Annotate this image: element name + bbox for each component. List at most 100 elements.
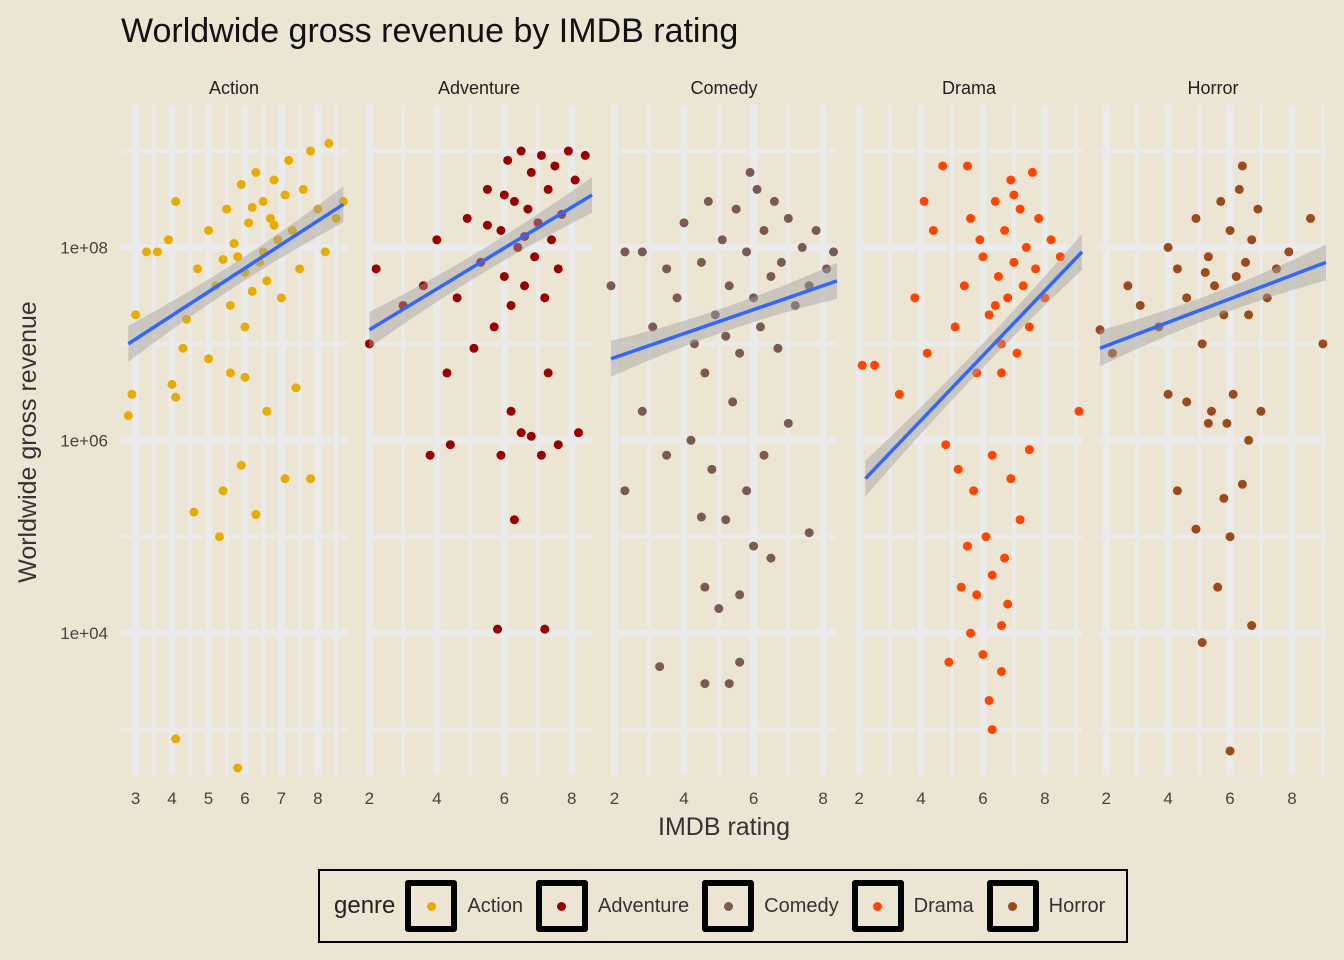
data-point: [218, 254, 228, 264]
data-point: [218, 486, 228, 496]
data-point: [620, 486, 630, 496]
data-point: [972, 368, 982, 378]
data-point: [972, 590, 982, 600]
data-point: [236, 460, 246, 470]
data-point: [679, 218, 689, 228]
data-point: [742, 486, 752, 496]
data-point: [950, 322, 960, 332]
data-point: [1003, 599, 1013, 609]
data-point: [1107, 348, 1117, 358]
x-tick-label: 4: [432, 789, 441, 808]
data-point: [703, 196, 713, 206]
legend-title: genre: [334, 892, 396, 919]
data-point: [987, 725, 997, 735]
legend-label: Horror: [1048, 894, 1106, 917]
data-point: [993, 271, 1003, 281]
data-point: [1197, 637, 1207, 647]
x-tick-label: 2: [365, 789, 374, 808]
data-point: [506, 300, 516, 310]
data-point: [171, 734, 181, 744]
data-point: [1241, 257, 1251, 267]
data-point: [1182, 293, 1192, 303]
data-point: [1009, 190, 1019, 200]
data-point: [700, 582, 710, 592]
data-point: [962, 161, 972, 171]
data-point: [499, 190, 509, 200]
data-point: [580, 150, 590, 160]
data-point: [432, 235, 442, 245]
data-point: [536, 450, 546, 460]
legend-label: Adventure: [597, 894, 690, 917]
data-point: [1012, 348, 1022, 358]
data-point: [811, 225, 821, 235]
legend-item: Horror: [986, 880, 1106, 932]
data-point: [262, 406, 272, 416]
x-tick-label: 2: [854, 789, 863, 808]
data-point: [306, 146, 316, 156]
data-point: [298, 184, 308, 194]
y-tick-label: 1e+06: [60, 431, 108, 450]
facet-strip-label: Horror: [1187, 78, 1238, 98]
legend-key: [851, 880, 904, 932]
data-point: [509, 196, 519, 206]
data-point: [662, 264, 672, 274]
data-point: [1271, 264, 1281, 274]
data-point: [1055, 252, 1065, 262]
data-point: [997, 368, 1007, 378]
data-point: [142, 247, 152, 257]
data-point: [724, 679, 734, 689]
legend-label: Action: [467, 894, 523, 917]
data-point: [1046, 235, 1056, 245]
data-point: [922, 348, 932, 358]
data-point: [371, 264, 381, 274]
data-point: [759, 225, 769, 235]
data-point: [516, 428, 526, 438]
data-point: [1247, 621, 1257, 631]
data-point: [338, 196, 348, 206]
data-point: [1027, 167, 1037, 177]
legend: genre Action Adventure Comedy Drama Horror: [318, 869, 1128, 943]
data-point: [1216, 196, 1226, 206]
legend-item: Drama: [851, 880, 974, 932]
data-point: [442, 368, 452, 378]
data-point: [1206, 406, 1216, 416]
data-point: [997, 621, 1007, 631]
data-point: [710, 310, 720, 320]
data-point: [1318, 339, 1328, 349]
data-point: [1222, 418, 1232, 428]
data-point: [251, 510, 261, 520]
x-tick-label: 4: [1163, 789, 1172, 808]
data-point: [1234, 184, 1244, 194]
data-point: [513, 242, 523, 252]
chart-title: Worldwide gross revenue by IMDB rating: [121, 12, 739, 50]
data-point: [959, 281, 969, 291]
x-tick-label: 4: [167, 789, 176, 808]
data-point: [941, 440, 951, 450]
data-point: [280, 474, 290, 484]
x-tick-label: 6: [240, 789, 249, 808]
x-tick-label: 6: [749, 789, 758, 808]
x-axis-label: IMDB rating: [658, 813, 790, 841]
data-point: [306, 474, 316, 484]
data-point: [1197, 339, 1207, 349]
data-point: [506, 406, 516, 416]
data-point: [543, 368, 553, 378]
data-point: [857, 360, 867, 370]
trend-line: [127, 202, 345, 346]
data-point: [280, 190, 290, 200]
data-point: [990, 300, 1000, 310]
facet-strip-label: Comedy: [690, 78, 757, 98]
data-point: [287, 225, 297, 235]
x-tick-label: 4: [679, 789, 688, 808]
data-point: [225, 300, 235, 310]
data-point: [969, 486, 979, 496]
legend-dot: [557, 901, 567, 911]
data-point: [1284, 247, 1294, 257]
data-point: [696, 512, 706, 522]
data-point: [240, 372, 250, 382]
data-point: [469, 343, 479, 353]
data-point: [987, 450, 997, 460]
data-point: [1191, 524, 1201, 534]
data-point: [547, 235, 557, 245]
